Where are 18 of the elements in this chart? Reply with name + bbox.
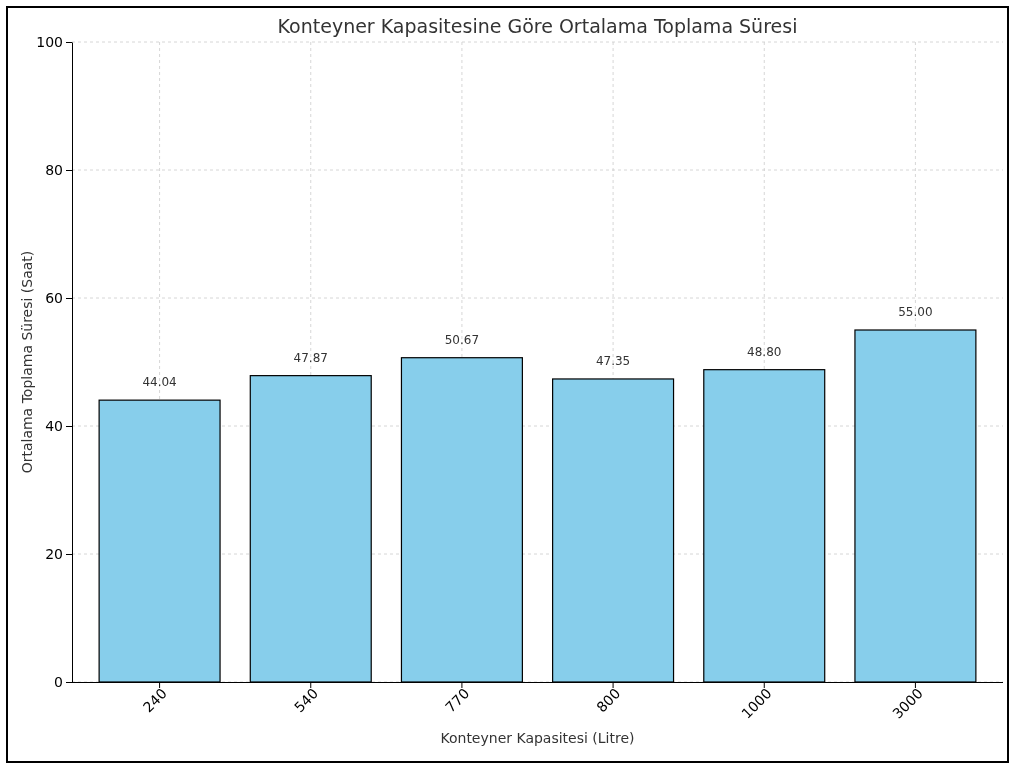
data-label: 47.87	[293, 350, 328, 365]
x-axis-title: Konteyner Kapasitesi (Litre)	[440, 730, 635, 746]
data-label: 48.80	[747, 344, 782, 359]
x-tick-label: 770	[442, 685, 473, 716]
x-tick-label: 800	[593, 685, 624, 716]
y-tick-label: 20	[45, 545, 63, 562]
x-tick-label: 540	[291, 685, 322, 716]
data-label: 47.35	[595, 353, 631, 368]
y-tick-label: 80	[45, 161, 63, 178]
y-tick-label: 0	[54, 673, 63, 690]
y-tick-label: 100	[36, 33, 63, 50]
y-tick-label: 60	[45, 289, 63, 306]
data-label: 44.04	[142, 375, 177, 390]
chart-title: Konteyner Kapasitesine Göre Ortalama Toplama Süresi	[277, 15, 798, 37]
y-axis-title: Ortalama Toplama Süresi (Saat)	[19, 250, 35, 474]
data-label: 50.67	[444, 332, 480, 347]
y-tick-label: 40	[45, 417, 63, 434]
data-label: 55.00	[898, 305, 933, 319]
